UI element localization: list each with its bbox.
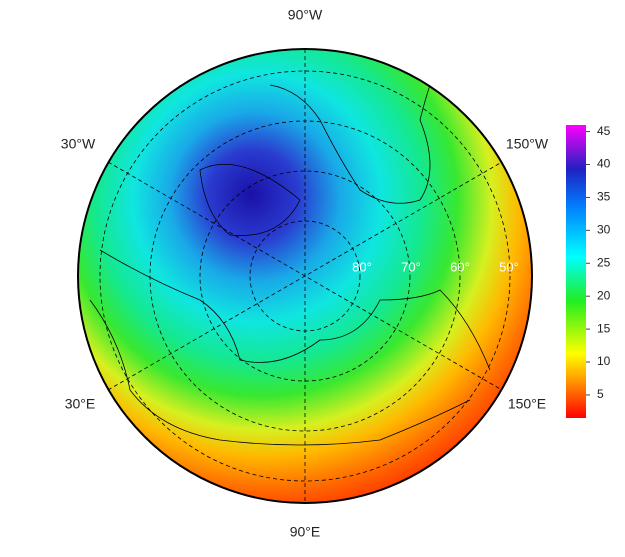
colorbar-tick-label: 30 [597,223,611,237]
colorbar-tick-label: 20 [597,288,611,302]
latitude-label: 80° [352,259,372,274]
longitude-label: 90°W [288,7,323,23]
latitude-label: 60° [450,259,470,274]
map-border [77,48,533,504]
colorbar-tick-label: 10 [597,354,611,368]
colorbar-tick-label: 45 [597,124,611,138]
colorbar-tick-label: 35 [597,190,611,204]
colorbar-tick-label: 25 [597,255,611,269]
latitude-label: 50° [499,259,519,274]
coastlines [89,84,491,446]
latitude-label: 70° [401,259,421,274]
longitude-label: 150°E [508,396,546,412]
graticule [99,49,511,503]
longitude-label: 30°W [61,136,96,152]
longitude-label: 150°W [506,136,549,152]
colorbar-tick-label: 5 [597,387,604,401]
colorbar [566,125,586,418]
longitude-label: 90°E [290,524,321,540]
map-field [78,49,532,503]
colorbar-tick-label: 15 [597,321,611,335]
colorbar-tick-label: 40 [597,157,611,171]
longitude-label: 30°E [65,396,96,412]
